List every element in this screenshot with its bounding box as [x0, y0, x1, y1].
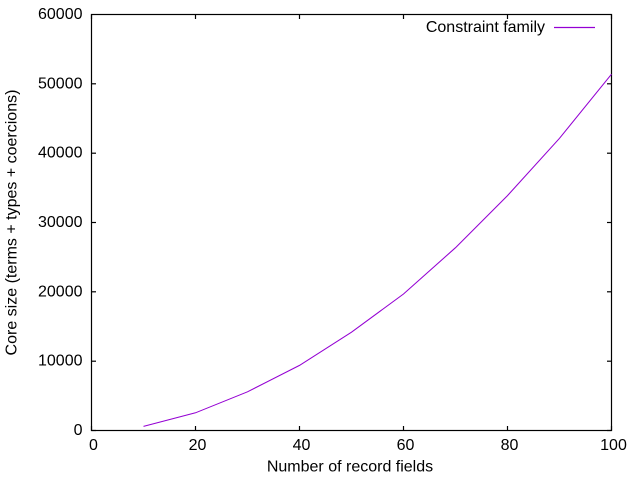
svg-text:Number of record fields: Number of record fields: [267, 459, 433, 476]
svg-text:0: 0: [74, 422, 83, 439]
svg-text:20000: 20000: [38, 283, 83, 300]
svg-text:0: 0: [89, 437, 98, 454]
svg-text:Constraint family: Constraint family: [426, 19, 545, 36]
svg-text:100: 100: [600, 437, 627, 454]
svg-text:40000: 40000: [38, 145, 83, 162]
svg-text:50000: 50000: [38, 75, 83, 92]
svg-text:40: 40: [293, 437, 311, 454]
svg-text:Core size (terms + types + coe: Core size (terms + types + coercions): [4, 90, 21, 356]
svg-text:10000: 10000: [38, 353, 83, 370]
svg-text:60: 60: [397, 437, 415, 454]
svg-text:20: 20: [189, 437, 207, 454]
svg-text:80: 80: [501, 437, 519, 454]
svg-text:60000: 60000: [38, 6, 83, 23]
svg-text:30000: 30000: [38, 214, 83, 231]
